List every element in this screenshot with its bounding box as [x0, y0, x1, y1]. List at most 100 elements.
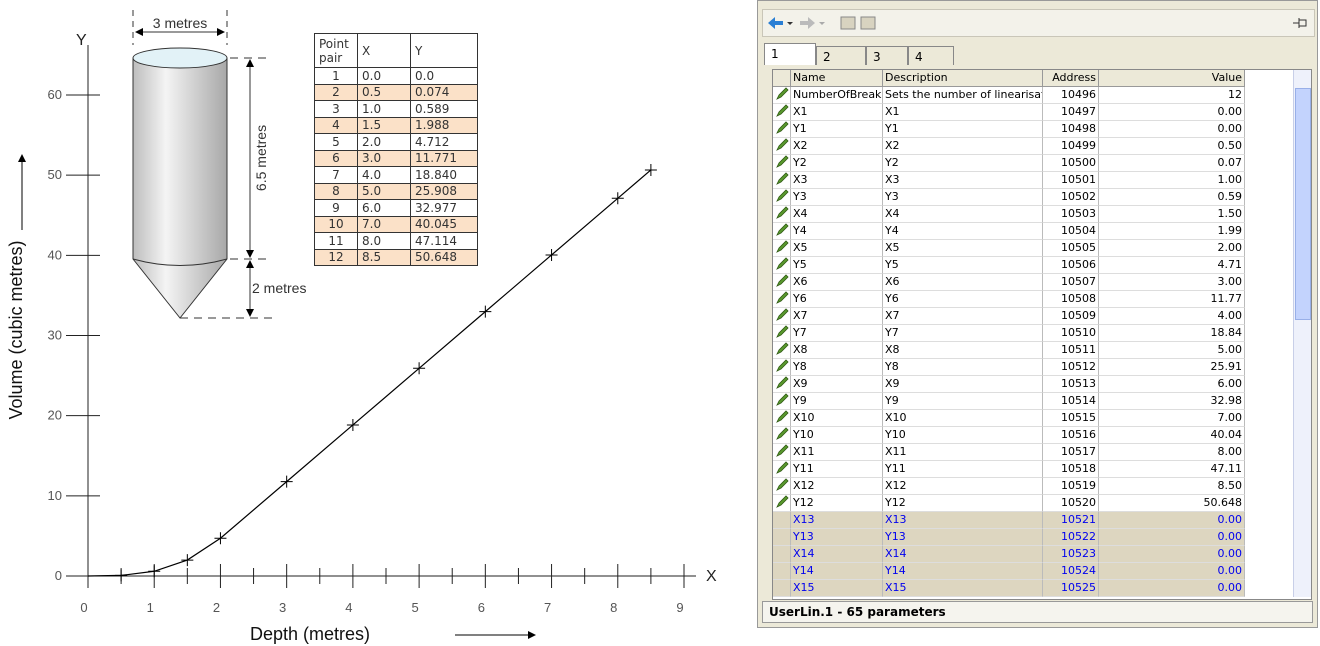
table-cell: 5.0 — [357, 182, 411, 200]
grid-cell: 0.00 — [1099, 121, 1245, 138]
pencil-icon — [776, 138, 789, 151]
grid-cell: 4.71 — [1099, 257, 1245, 274]
table-cell: 25.908 — [410, 182, 478, 200]
grid-row: Name Description Address Value — [773, 70, 1293, 87]
grid-cell: 0.00 — [1099, 104, 1245, 121]
grid-cell: Y11 — [791, 461, 883, 478]
table-row: 10 7.0 40.045 — [314, 215, 478, 233]
tab[interactable]: 3 — [866, 46, 908, 65]
x-tick-label: 3 — [279, 600, 286, 615]
point-marker — [479, 305, 492, 318]
grid-cell: Y9 — [883, 393, 1043, 410]
row-icon — [773, 427, 791, 444]
grid-cell: X5 — [791, 240, 883, 257]
grid-cell: 10519 — [1043, 478, 1099, 495]
grid-cell: Y3 — [791, 189, 883, 206]
grid-cell: X4 — [883, 206, 1043, 223]
point-marker — [644, 163, 657, 176]
point-marker — [413, 362, 426, 375]
grid-cell: 10496 — [1043, 87, 1099, 104]
grid-cell: 10501 — [1043, 172, 1099, 189]
grid-row: Y9 Y9 10514 32.98 — [773, 393, 1293, 410]
tab[interactable]: 1 — [764, 43, 816, 65]
scrollbar[interactable] — [1293, 70, 1311, 597]
grid-cell: Description — [883, 70, 1043, 87]
x-tick-label: 9 — [676, 600, 683, 615]
grid-cell: Sets the number of linearisati — [883, 87, 1043, 104]
grid-cell: 10524 — [1043, 563, 1099, 580]
pencil-icon — [776, 342, 789, 355]
grid-cell: X9 — [883, 376, 1043, 393]
grid-cell: X3 — [791, 172, 883, 189]
table-cell: 8 — [314, 182, 358, 200]
grid-row: X12 X12 10519 8.50 — [773, 478, 1293, 495]
row-icon — [773, 155, 791, 172]
row-icon — [773, 138, 791, 155]
table-cell: 8.5 — [357, 248, 411, 266]
grid-cell: 1.50 — [1099, 206, 1245, 223]
table-cell: 10 — [314, 215, 358, 233]
pencil-icon — [776, 376, 789, 389]
table-cell: 1.0 — [357, 100, 411, 118]
table-cell: 0.5 — [357, 83, 411, 101]
grid-row: Y8 Y8 10512 25.91 — [773, 359, 1293, 376]
grid-cell: X2 — [791, 138, 883, 155]
y-tick-label: 50 — [48, 167, 62, 182]
row-icon — [773, 359, 791, 376]
table-cell: 7 — [314, 166, 358, 184]
x-tick-label: 2 — [213, 600, 220, 615]
table-row: 12 8.5 50.648 — [314, 248, 478, 266]
grid-cell: 1.00 — [1099, 172, 1245, 189]
grid-cell: 2.00 — [1099, 240, 1245, 257]
pencil-icon — [776, 223, 789, 236]
pin-icon[interactable] — [1290, 10, 1310, 36]
grid-cell: 10505 — [1043, 240, 1099, 257]
grid-row: Y6 Y6 10508 11.77 — [773, 291, 1293, 308]
row-icon — [773, 512, 791, 529]
table-cell: 40.045 — [410, 215, 478, 233]
grid-cell: 10520 — [1043, 495, 1099, 512]
row-icon — [773, 240, 791, 257]
grid-cell: X7 — [883, 308, 1043, 325]
x-tick-label: 6 — [478, 600, 485, 615]
grid-cell: X4 — [791, 206, 883, 223]
pencil-icon — [776, 495, 789, 508]
grid-row: Y7 Y7 10510 18.84 — [773, 325, 1293, 342]
pencil-icon — [776, 410, 789, 423]
tab[interactable]: 2 — [816, 46, 866, 65]
grid-row: X13 X13 10521 0.00 — [773, 512, 1293, 529]
grid-cell: X12 — [883, 478, 1043, 495]
grid-cell: Y14 — [791, 563, 883, 580]
grid-cell: Y8 — [883, 359, 1043, 376]
x-tick-label: 5 — [411, 600, 418, 615]
grid-cell: Y7 — [791, 325, 883, 342]
grid-row: Y3 Y3 10502 0.59 — [773, 189, 1293, 206]
grid-row: Y11 Y11 10518 47.11 — [773, 461, 1293, 478]
status-bar: UserLin.1 - 65 parameters — [762, 601, 1313, 623]
grid-cell: NumberOfBreak — [791, 87, 883, 104]
table-row: 2 0.5 0.074 — [314, 83, 478, 101]
grid-cell: 10513 — [1043, 376, 1099, 393]
row-icon — [773, 172, 791, 189]
pencil-icon — [776, 104, 789, 117]
toolbar-icons[interactable] — [763, 10, 903, 36]
row-icon — [773, 563, 791, 580]
table-cell: 1 — [314, 67, 358, 85]
grid-row: Y1 Y1 10498 0.00 — [773, 121, 1293, 138]
grid-cell: Y14 — [883, 563, 1043, 580]
table-cell: 2.0 — [357, 133, 411, 151]
grid-cell: 40.04 — [1099, 427, 1245, 444]
pencil-icon — [776, 461, 789, 474]
row-icon — [773, 342, 791, 359]
column-header: X — [357, 33, 411, 68]
grid-cell: Y6 — [883, 291, 1043, 308]
grid-cell: 0.00 — [1099, 580, 1245, 597]
row-icon — [773, 580, 791, 597]
table-cell: 3 — [314, 100, 358, 118]
grid-cell: 47.11 — [1099, 461, 1245, 478]
table-cell: 1.988 — [410, 116, 478, 134]
table-cell: 18.840 — [410, 166, 478, 184]
tab[interactable]: 4 — [908, 46, 954, 65]
grid-cell: 10514 — [1043, 393, 1099, 410]
x-axis-name: X — [706, 568, 717, 585]
